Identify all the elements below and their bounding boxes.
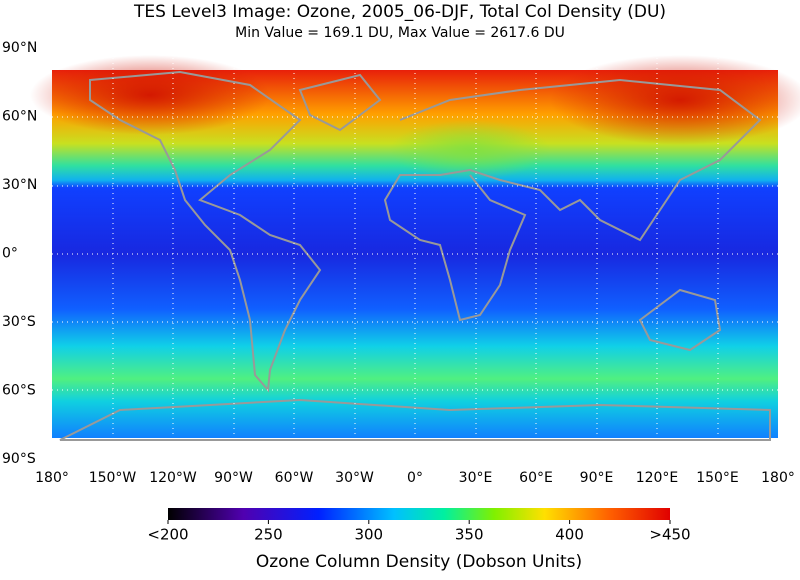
latitude-label: 90°N xyxy=(2,40,37,56)
latitude-label: 30°S xyxy=(2,314,36,330)
longitude-label: 60°W xyxy=(275,470,314,486)
longitude-label: 120°W xyxy=(149,470,197,486)
coastlines xyxy=(59,70,771,441)
colorbar-title: Ozone Column Density (Dobson Units) xyxy=(256,552,582,572)
longitude-label: 60°E xyxy=(519,470,553,486)
latitude-label: 60°N xyxy=(2,109,37,125)
colorbar-tick-label: >450 xyxy=(649,526,690,544)
longitude-label: 120°E xyxy=(636,470,679,486)
colorbar-tick-label: <200 xyxy=(147,526,188,544)
longitude-label: 180° xyxy=(35,470,69,486)
subtitle: Min Value = 169.1 DU, Max Value = 2617.6… xyxy=(235,25,565,41)
graticule xyxy=(52,48,778,459)
longitude-label: 0° xyxy=(407,470,423,486)
longitude-label: 30°W xyxy=(335,470,374,486)
latitude-label: 90°S xyxy=(2,451,36,467)
title: TES Level3 Image: Ozone, 2005_06-DJF, To… xyxy=(133,2,666,22)
colorbar-tick-label: 250 xyxy=(254,526,283,544)
mid-ozone-area xyxy=(390,120,550,180)
latitude-label: 30°N xyxy=(2,177,37,193)
axis-labels: 90°N 60°N 30°N 0° 30°S 60°S 90°S 180° 150°W 120°W… xyxy=(2,40,795,544)
colorbar-tick-label: 350 xyxy=(455,526,484,544)
map xyxy=(30,48,800,459)
longitude-label: 90°E xyxy=(580,470,614,486)
longitude-label: 150°E xyxy=(696,470,739,486)
high-ozone-area xyxy=(550,55,800,145)
longitude-label: 30°E xyxy=(459,470,493,486)
latitude-label: 0° xyxy=(2,246,18,262)
longitude-label: 180° xyxy=(761,470,795,486)
colorbar xyxy=(168,508,670,520)
longitude-label: 150°W xyxy=(89,470,137,486)
high-ozone-area xyxy=(30,55,270,135)
longitude-label: 90°W xyxy=(214,470,253,486)
colorbar-tick-label: 300 xyxy=(354,526,383,544)
colorbar-tick-label: 400 xyxy=(555,526,584,544)
latitude-label: 60°S xyxy=(2,383,36,399)
